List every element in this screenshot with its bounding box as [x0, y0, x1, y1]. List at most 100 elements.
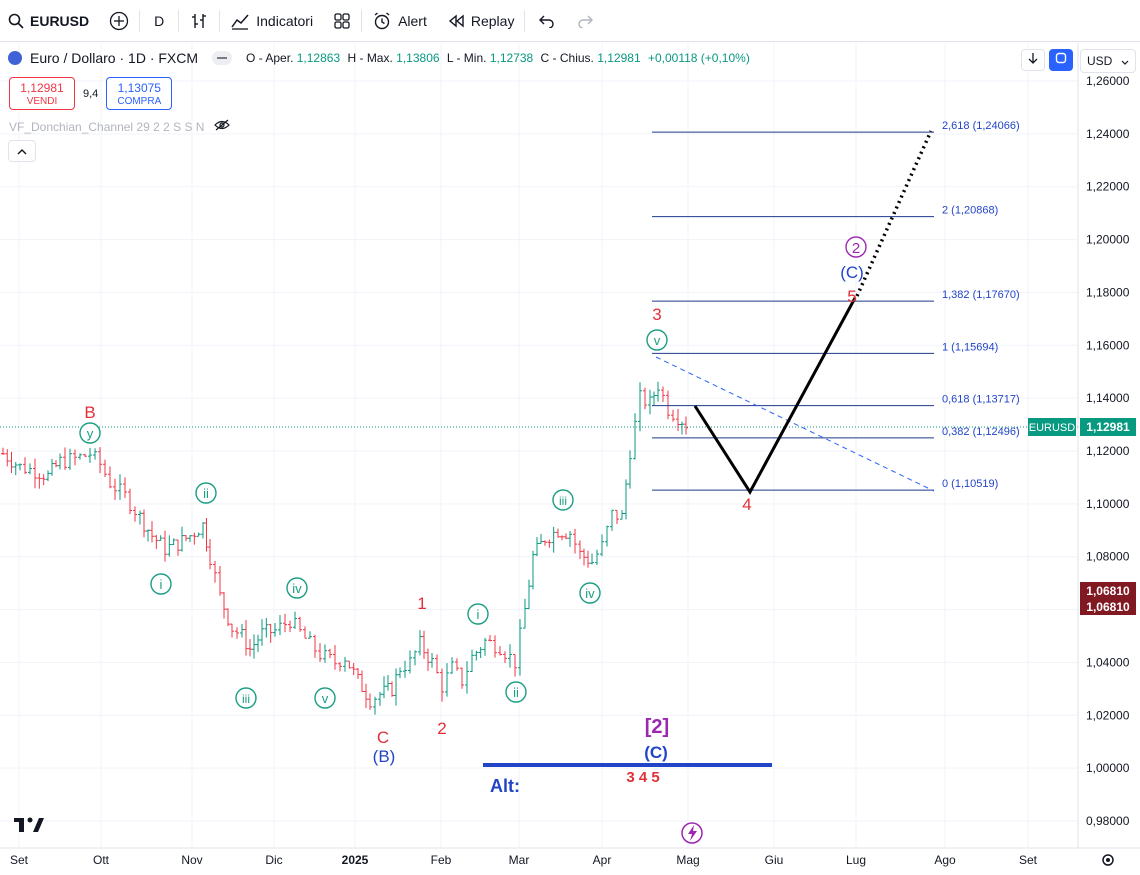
lightning-icon[interactable] — [681, 822, 703, 844]
interval-button[interactable]: D — [140, 0, 178, 42]
dashed-trendline[interactable] — [655, 356, 935, 492]
sync-button[interactable] — [1049, 49, 1073, 71]
ohlc-bar — [643, 387, 647, 410]
ohlc-bar — [680, 421, 684, 435]
sync-icon — [1055, 51, 1067, 69]
search-icon — [8, 13, 24, 29]
ohlc-bar — [455, 658, 459, 671]
replay-label: Replay — [470, 12, 515, 29]
ohlc-bar — [615, 509, 619, 524]
wave-label-iv: iv — [585, 586, 595, 601]
undo-button[interactable] — [525, 0, 569, 42]
change-value: +0,00118 (+0,10%) — [647, 51, 750, 65]
ohlc-bar — [573, 528, 577, 554]
indicator-legend[interactable]: VF_Donchian_Channel 29 2 2 S S N — [9, 119, 231, 134]
legend-menu-button[interactable] — [212, 51, 233, 65]
wave-label-4: 4 — [742, 495, 751, 514]
alert-button[interactable]: Alert — [362, 0, 437, 42]
fib-level-label: 1,382 (1,17670) — [942, 289, 1020, 301]
replay-button[interactable]: Replay — [437, 0, 525, 42]
currency-label: USD — [1087, 54, 1113, 68]
ohlc-bar — [426, 648, 430, 671]
download-button[interactable] — [1021, 49, 1045, 71]
ohlc-bar — [235, 627, 239, 639]
wave-projection-path[interactable] — [693, 297, 857, 495]
high-label: H - Max. — [347, 51, 393, 65]
wave-label-ii: ii — [513, 685, 519, 700]
fib-level-label: 2 (1,20868) — [942, 205, 998, 217]
settings-gear-icon[interactable] — [1102, 854, 1114, 866]
sell-label: VENDI — [26, 96, 58, 107]
chevron-down-icon — [1121, 54, 1129, 68]
wave-label-2: 2 — [437, 719, 446, 738]
time-axis[interactable]: Set Ott Nov Dic 2025 Feb Mar Apr Mag Giu Lug Ago Set — [10, 853, 1038, 867]
buy-button[interactable]: 1,13075 COMPRA — [106, 77, 173, 110]
compare-symbol-button[interactable] — [99, 0, 139, 42]
currency-selector[interactable]: USD — [1080, 49, 1136, 73]
wave-label-345: 3 4 5 — [626, 769, 659, 786]
ohlc-bar — [108, 466, 112, 489]
price-axis[interactable]: 1,26000 1,24000 1,22000 1,20000 1,18000 1,160… — [1086, 74, 1130, 828]
wave-label-v: v — [322, 691, 329, 706]
ohlc-bar — [403, 660, 407, 678]
indicators-button[interactable]: Indicatori — [220, 0, 323, 42]
ohlc-bar — [113, 478, 117, 500]
ohlc-bar — [551, 526, 556, 553]
close-label: C - Chius. — [540, 51, 594, 65]
ohlc-bar — [308, 631, 312, 639]
ohlc-bar — [188, 535, 192, 543]
current-price-value: 1,12981 — [1086, 420, 1130, 434]
ohlc-bar — [33, 458, 37, 489]
price-tick-label: 1,16000 — [1086, 338, 1130, 352]
fibonacci-extension[interactable]: 2,618 (1,24066) 2 (1,20868) 1,382 (1,17670… — [652, 120, 1020, 491]
price-tick-label: 1,26000 — [1086, 74, 1130, 88]
ohlc-bar — [28, 463, 32, 475]
price-tick-label: 1,08000 — [1086, 550, 1130, 564]
indicator-label: VF_Donchian_Channel 29 2 2 S S N — [9, 119, 205, 134]
indicators-icon — [230, 11, 250, 31]
ohlc-bar — [103, 459, 107, 478]
ohlc-bar — [338, 662, 342, 672]
ohlc-bar — [230, 623, 234, 638]
ohlc-bar — [226, 608, 230, 627]
toolbar-divider — [219, 9, 221, 32]
candlestick-series — [1, 381, 688, 715]
ohlc-bar — [527, 579, 531, 610]
interval-label: D — [154, 12, 165, 29]
ohlc-bar — [248, 639, 252, 657]
ohlc-bar — [543, 540, 547, 546]
wave-label-C-paren-alt: (C) — [644, 743, 668, 762]
wave-label-3: 3 — [652, 305, 661, 324]
wave-projection-dotted[interactable] — [855, 130, 933, 297]
ohlc-bar — [123, 477, 127, 498]
wave-circle-iv-1: iv — [286, 577, 308, 599]
ohlc-bar — [676, 408, 680, 432]
ohlc-bar — [656, 381, 660, 402]
ohlc-bar — [493, 635, 497, 658]
ohlc-bar — [23, 457, 27, 475]
ohlc-bar — [83, 453, 87, 457]
chart-legend: Euro / Dollaro · 1D · FXCM O - Aper. 1,1… — [8, 50, 750, 66]
symbol-search-button[interactable]: EURUSD — [0, 0, 99, 42]
fib-level-label: 1 (1,15694) — [942, 341, 998, 353]
sell-button[interactable]: 1,12981 VENDI — [9, 77, 75, 110]
tradingview-logo[interactable] — [14, 817, 44, 833]
chart-type-button[interactable] — [179, 0, 219, 42]
ohlc-bar — [633, 413, 637, 460]
grid-icon — [333, 12, 351, 30]
layouts-button[interactable] — [323, 0, 361, 42]
ohlc-bar — [610, 509, 614, 531]
ohlc-bar — [201, 522, 205, 539]
open-label: O - Aper. — [246, 51, 294, 65]
ohlc-bar — [445, 663, 449, 697]
symbol-title[interactable]: Euro / Dollaro · 1D · FXCM — [30, 50, 199, 66]
ohlc-bar — [508, 644, 512, 668]
collapse-legend-button[interactable] — [8, 140, 36, 162]
ohlc-bar — [368, 693, 372, 710]
redo-button[interactable] — [569, 0, 601, 42]
eye-off-icon[interactable] — [214, 119, 231, 134]
time-tick-label: Nov — [181, 853, 202, 867]
dark-price-tag-2: 1,06810 — [1086, 600, 1130, 614]
